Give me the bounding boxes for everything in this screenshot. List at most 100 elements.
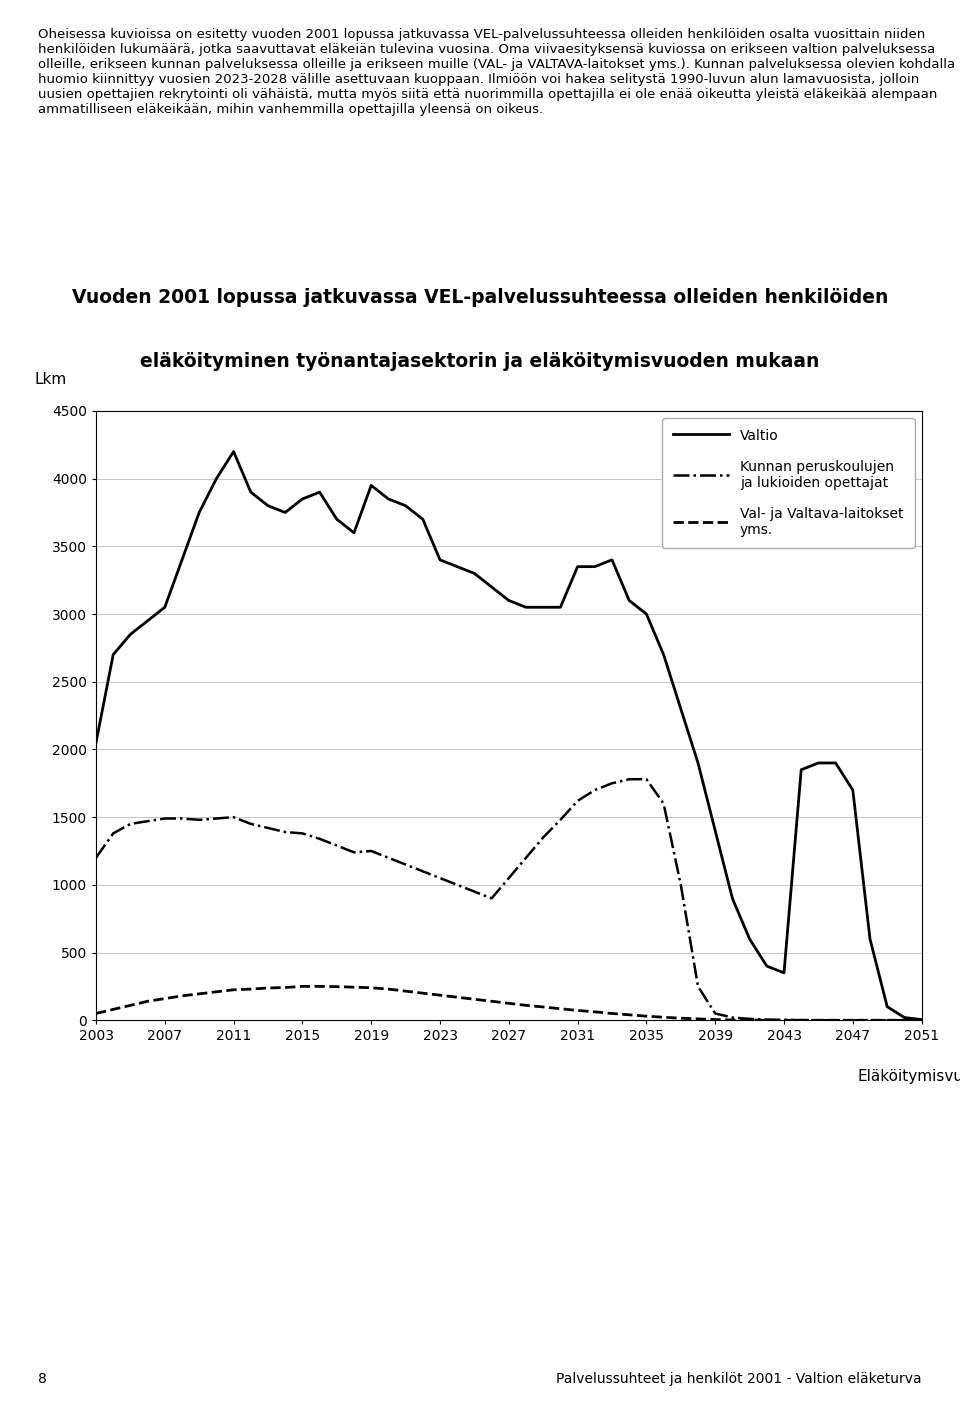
- Valtio: [451, 558, 463, 575]
- Valtio: [125, 626, 136, 643]
- Kunnan peruskoulujen
ja lukioiden opettajat: [210, 811, 222, 828]
- Kunnan peruskoulujen
ja lukioiden opettajat: [417, 863, 428, 880]
- Val- ja Valtava-laitokset
yms.: [796, 1012, 807, 1029]
- Val- ja Valtava-laitokset
yms.: [555, 1000, 566, 1017]
- Val- ja Valtava-laitokset
yms.: [829, 1012, 841, 1029]
- Kunnan peruskoulujen
ja lukioiden opettajat: [899, 1012, 910, 1029]
- Valtio: [589, 558, 601, 575]
- Line: Val- ja Valtava-laitokset
yms.: Val- ja Valtava-laitokset yms.: [96, 986, 922, 1020]
- Line: Valtio: Valtio: [96, 452, 922, 1020]
- Val- ja Valtava-laitokset
yms.: [761, 1012, 773, 1029]
- Valtio: [881, 998, 893, 1015]
- Kunnan peruskoulujen
ja lukioiden opettajat: [623, 771, 635, 788]
- Val- ja Valtava-laitokset
yms.: [589, 1003, 601, 1020]
- Kunnan peruskoulujen
ja lukioiden opettajat: [434, 870, 445, 887]
- Kunnan peruskoulujen
ja lukioiden opettajat: [813, 1012, 825, 1029]
- Kunnan peruskoulujen
ja lukioiden opettajat: [383, 849, 395, 866]
- Valtio: [262, 497, 274, 514]
- Val- ja Valtava-laitokset
yms.: [916, 1012, 927, 1029]
- Kunnan peruskoulujen
ja lukioiden opettajat: [451, 876, 463, 893]
- Text: eläköityminen työnantajasektorin ja eläköitymisvuoden mukaan: eläköityminen työnantajasektorin ja eläk…: [140, 351, 820, 371]
- Val- ja Valtava-laitokset
yms.: [366, 979, 377, 996]
- Val- ja Valtava-laitokset
yms.: [245, 981, 256, 998]
- Kunnan peruskoulujen
ja lukioiden opettajat: [503, 870, 515, 887]
- Valtio: [829, 754, 841, 771]
- Kunnan peruskoulujen
ja lukioiden opettajat: [675, 876, 686, 893]
- Valtio: [779, 965, 790, 982]
- Kunnan peruskoulujen
ja lukioiden opettajat: [709, 1005, 721, 1022]
- Valtio: [228, 444, 239, 461]
- Kunnan peruskoulujen
ja lukioiden opettajat: [245, 815, 256, 832]
- Val- ja Valtava-laitokset
yms.: [125, 996, 136, 1013]
- Val- ja Valtava-laitokset
yms.: [899, 1012, 910, 1029]
- Valtio: [90, 734, 102, 751]
- Valtio: [520, 599, 532, 616]
- Valtio: [434, 551, 445, 568]
- Val- ja Valtava-laitokset
yms.: [90, 1005, 102, 1022]
- Val- ja Valtava-laitokset
yms.: [210, 983, 222, 1000]
- Text: Vuoden 2001 lopussa jatkuvassa VEL-palvelussuhteessa olleiden henkilöiden: Vuoden 2001 lopussa jatkuvassa VEL-palve…: [72, 289, 888, 307]
- Val- ja Valtava-laitokset
yms.: [692, 1010, 704, 1027]
- Kunnan peruskoulujen
ja lukioiden opettajat: [486, 890, 497, 907]
- Kunnan peruskoulujen
ja lukioiden opettajat: [538, 829, 549, 846]
- Valtio: [847, 782, 858, 799]
- Valtio: [744, 931, 756, 948]
- Val- ja Valtava-laitokset
yms.: [744, 1012, 756, 1029]
- Legend: Valtio, Kunnan peruskoulujen
ja lukioiden opettajat, Val- ja Valtava-laitokset
y: Valtio, Kunnan peruskoulujen ja lukioide…: [662, 418, 915, 548]
- Valtio: [108, 646, 119, 663]
- Valtio: [417, 510, 428, 527]
- Val- ja Valtava-laitokset
yms.: [331, 978, 343, 995]
- Kunnan peruskoulujen
ja lukioiden opettajat: [779, 1012, 790, 1029]
- Val- ja Valtava-laitokset
yms.: [417, 985, 428, 1002]
- Valtio: [142, 612, 154, 629]
- Kunnan peruskoulujen
ja lukioiden opettajat: [796, 1012, 807, 1029]
- Valtio: [314, 483, 325, 500]
- Val- ja Valtava-laitokset
yms.: [813, 1012, 825, 1029]
- Kunnan peruskoulujen
ja lukioiden opettajat: [193, 812, 204, 829]
- Valtio: [727, 890, 738, 907]
- Valtio: [916, 1012, 927, 1029]
- Val- ja Valtava-laitokset
yms.: [383, 981, 395, 998]
- Kunnan peruskoulujen
ja lukioiden opettajat: [589, 782, 601, 799]
- Val- ja Valtava-laitokset
yms.: [658, 1009, 669, 1026]
- Val- ja Valtava-laitokset
yms.: [881, 1012, 893, 1029]
- Val- ja Valtava-laitokset
yms.: [451, 989, 463, 1006]
- Kunnan peruskoulujen
ja lukioiden opettajat: [90, 849, 102, 866]
- Kunnan peruskoulujen
ja lukioiden opettajat: [829, 1012, 841, 1029]
- Text: Lkm: Lkm: [35, 371, 66, 387]
- Val- ja Valtava-laitokset
yms.: [193, 985, 204, 1002]
- Kunnan peruskoulujen
ja lukioiden opettajat: [640, 771, 652, 788]
- Valtio: [658, 646, 669, 663]
- Val- ja Valtava-laitokset
yms.: [177, 988, 188, 1005]
- Val- ja Valtava-laitokset
yms.: [159, 990, 171, 1007]
- Val- ja Valtava-laitokset
yms.: [623, 1006, 635, 1023]
- Valtio: [331, 510, 343, 527]
- Kunnan peruskoulujen
ja lukioiden opettajat: [399, 856, 411, 873]
- Valtio: [486, 578, 497, 595]
- Val- ja Valtava-laitokset
yms.: [314, 978, 325, 995]
- Kunnan peruskoulujen
ja lukioiden opettajat: [847, 1012, 858, 1029]
- Valtio: [366, 478, 377, 495]
- Kunnan peruskoulujen
ja lukioiden opettajat: [658, 795, 669, 812]
- Valtio: [555, 599, 566, 616]
- Val- ja Valtava-laitokset
yms.: [348, 979, 360, 996]
- Kunnan peruskoulujen
ja lukioiden opettajat: [916, 1012, 927, 1029]
- Kunnan peruskoulujen
ja lukioiden opettajat: [881, 1012, 893, 1029]
- Valtio: [383, 490, 395, 507]
- Valtio: [607, 551, 618, 568]
- X-axis label: Eläköitymisvuosi: Eläköitymisvuosi: [858, 1068, 960, 1084]
- Val- ja Valtava-laitokset
yms.: [538, 999, 549, 1016]
- Val- ja Valtava-laitokset
yms.: [228, 981, 239, 998]
- Kunnan peruskoulujen
ja lukioiden opettajat: [108, 825, 119, 842]
- Valtio: [796, 761, 807, 778]
- Kunnan peruskoulujen
ja lukioiden opettajat: [692, 978, 704, 995]
- Text: 8: 8: [38, 1372, 47, 1386]
- Val- ja Valtava-laitokset
yms.: [572, 1002, 584, 1019]
- Valtio: [193, 504, 204, 521]
- Kunnan peruskoulujen
ja lukioiden opettajat: [366, 843, 377, 860]
- Kunnan peruskoulujen
ja lukioiden opettajat: [864, 1012, 876, 1029]
- Val- ja Valtava-laitokset
yms.: [262, 979, 274, 996]
- Valtio: [348, 524, 360, 541]
- Valtio: [623, 592, 635, 609]
- Line: Kunnan peruskoulujen
ja lukioiden opettajat: Kunnan peruskoulujen ja lukioiden opetta…: [96, 779, 922, 1020]
